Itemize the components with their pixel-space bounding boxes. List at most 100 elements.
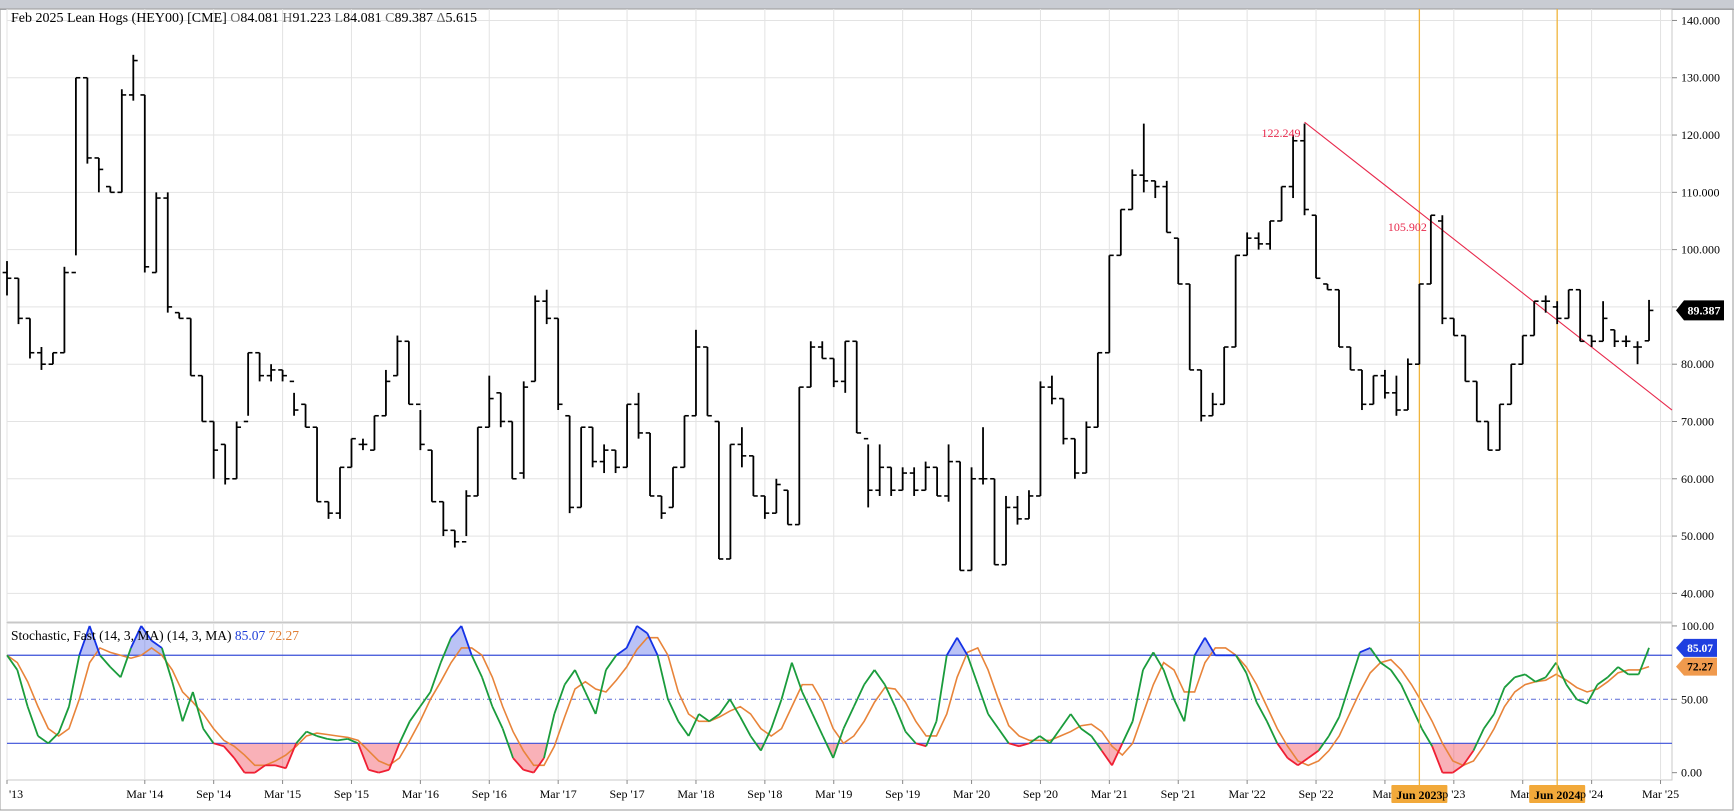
ohlc-bar <box>1564 288 1574 320</box>
stochastic-k-segment <box>605 654 618 671</box>
k-value-tag-label: 85.07 <box>1687 643 1713 655</box>
x-tick-label: Sep '16 <box>472 787 507 801</box>
stochastic-k-segment <box>976 684 989 715</box>
stoch-y-tick-label: 50.00 <box>1681 692 1708 706</box>
ohlc-bar <box>1644 299 1654 342</box>
price-y-tick-label: 100.000 <box>1681 243 1720 257</box>
stochastic-k-segment <box>1535 676 1547 683</box>
stochastic-k-segment <box>1276 742 1289 759</box>
x-tick-label: Mar ' <box>1372 787 1397 801</box>
ohlc-bar <box>588 426 597 468</box>
stochastic-k-segment <box>1565 684 1578 700</box>
stochastic-k-segment <box>26 706 39 737</box>
x-tick-label: Mar '21 <box>1091 787 1128 801</box>
ohlc-bar <box>324 500 333 519</box>
x-tick-label: p '24 <box>1580 787 1603 801</box>
stochastic-k-segment <box>894 706 907 732</box>
stochastic-k-segment <box>1380 661 1392 671</box>
ohlc-bar <box>565 414 575 514</box>
ohlc-bar <box>1369 374 1378 406</box>
high-value: 91.223 <box>292 11 332 26</box>
ohlc-bar <box>128 54 138 101</box>
ohlc-bar <box>1024 490 1034 520</box>
ohlc-bar <box>14 277 23 325</box>
stochastic-k-segment <box>667 698 680 722</box>
price-y-tick-label: 140.000 <box>1681 13 1720 27</box>
ohlc-bar <box>1104 254 1114 354</box>
ohlc-bar <box>978 427 988 485</box>
ohlc-bar <box>220 443 230 485</box>
stochastic-k-segment <box>553 684 566 715</box>
stochastic-k-segment <box>594 669 607 715</box>
ohlc-bar <box>484 375 494 429</box>
ohlc-bar <box>1357 369 1367 411</box>
ohlc-bar <box>1346 346 1355 371</box>
stochastic-k-segment <box>1400 684 1413 708</box>
stochastic-k-segment <box>1204 637 1217 656</box>
stochastic-k-segment <box>68 655 81 707</box>
ohlc-bar <box>94 157 104 193</box>
stochastic-k-segment <box>811 713 824 737</box>
stochastic-k-segment <box>78 625 91 656</box>
stochastic-k-segment <box>327 738 338 742</box>
ohlc-bar <box>427 449 437 503</box>
ohlc-bar <box>1150 180 1160 199</box>
oversold-fill <box>1430 743 1477 773</box>
ohlc-bar <box>611 449 620 474</box>
stochastic-k-segment <box>832 728 845 759</box>
ohlc-bar <box>1392 375 1401 416</box>
ohlc-bar <box>840 340 850 393</box>
price-chart-title: Feb 2025 Lean Hogs (HEY00) [CME] O84.081… <box>11 11 477 27</box>
ohlc-bar <box>1162 180 1172 234</box>
ohlc-bar <box>461 490 471 543</box>
ohlc-bar <box>1449 317 1459 337</box>
stoch-y-tick-label: 0.00 <box>1681 766 1702 780</box>
ohlc-bar <box>1403 358 1413 411</box>
ohlc-bar <box>266 364 276 382</box>
stochastic-k-segment <box>1524 673 1536 683</box>
x-tick-label: Mar '22 <box>1229 787 1266 801</box>
oversold-fill <box>213 743 297 773</box>
stochastic-k-segment <box>130 625 143 649</box>
ohlc-bar <box>1598 301 1608 343</box>
stochastic-k-value: 85.07 <box>234 628 266 643</box>
stochastic-title: Stochastic, Fast (14, 3, MA) (14, 3, MA)… <box>11 628 299 644</box>
ohlc-bar <box>1093 351 1103 429</box>
ohlc-bar <box>875 444 885 496</box>
ohlc-bar <box>2 261 12 296</box>
stochastic-k-segment <box>656 655 669 700</box>
ohlc-bar <box>771 478 781 514</box>
stochastic-k-segment <box>873 669 886 686</box>
ohlc-bar <box>1013 495 1022 525</box>
ohlc-bar <box>898 467 908 492</box>
stochastic-k-segment <box>254 764 266 774</box>
x-tick-label: Mar '14 <box>126 787 163 801</box>
ohlc-bar <box>519 381 529 479</box>
ohlc-bar <box>691 329 701 417</box>
ohlc-bar <box>1047 375 1057 405</box>
ohlc-bar <box>1116 208 1126 257</box>
x-tick-label: Mar '15 <box>264 787 301 801</box>
ohlc-bar <box>530 295 540 383</box>
stochastic-k-segment <box>1493 687 1506 715</box>
stochastic-k-segment <box>1131 669 1144 722</box>
stochastic-k-segment <box>368 768 380 774</box>
ohlc-bar <box>186 317 196 377</box>
ohlc-bar <box>174 311 184 320</box>
ohlc-bar <box>1621 335 1631 348</box>
ohlc-bar <box>381 369 391 417</box>
stochastic-k-segment <box>1607 666 1619 678</box>
stochastic-k-segment <box>1111 742 1124 766</box>
stochastic-k-segment <box>1483 713 1495 730</box>
price-y-tick-label: 70.000 <box>1681 414 1714 428</box>
x-tick-label: '13 <box>9 787 23 801</box>
stochastic-k-segment <box>1297 757 1309 767</box>
stochastic-k-segment <box>1503 676 1516 689</box>
price-y-tick-label: 130.000 <box>1681 71 1720 85</box>
stochastic-k-segment <box>1369 647 1382 664</box>
stochastic-k-segment <box>615 647 628 657</box>
ohlc-bar <box>967 467 976 572</box>
ohlc-bar <box>25 317 35 359</box>
stochastic-k-segment <box>636 625 648 635</box>
